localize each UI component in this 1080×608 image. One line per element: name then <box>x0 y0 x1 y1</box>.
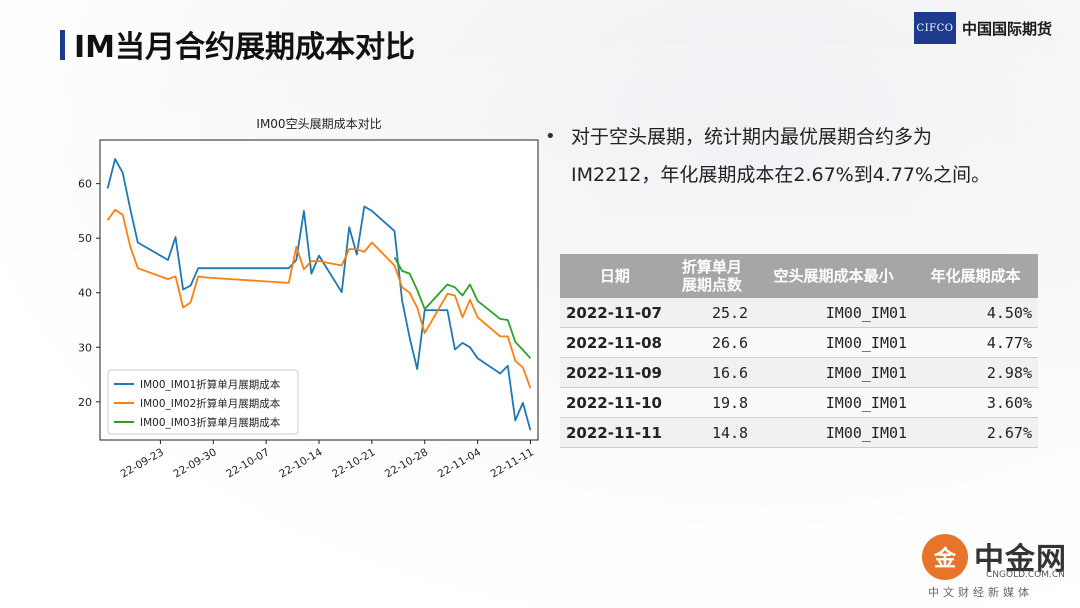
header-contract: 空头展期成本最小 <box>754 254 914 298</box>
table-row: 2022-11-08 26.6 IM00_IM01 4.77% <box>560 327 1038 358</box>
cifco-logo-text: 中国国际期货 <box>962 19 1053 38</box>
cell-points: 26.6 <box>669 327 755 358</box>
table-row: 2022-11-07 25.2 IM00_IM01 4.50% <box>560 298 1038 328</box>
cell-date: 2022-11-08 <box>560 327 670 358</box>
title-accent-bar <box>60 30 65 60</box>
chart-container: IM00空头展期成本对比 20 30 40 50 60 22-09-23 22-09-30 22… <box>44 110 544 500</box>
legend-label: IM00_IM01折算单月展期成本 <box>140 378 281 391</box>
cifco-logo-mark: CIFCO <box>914 12 956 44</box>
series-line-2 <box>106 208 532 389</box>
y-tick-label: 60 <box>78 178 92 191</box>
watermark-subtitle: 中文财经新媒体 <box>928 586 1033 599</box>
slide-title: IM当月合约展期成本对比 <box>74 30 416 65</box>
legend-box <box>107 369 299 435</box>
legend-label: IM00_IM02折算单月展期成本 <box>140 397 281 410</box>
cell-points: 25.2 <box>669 298 755 328</box>
cell-contract: IM00_IM01 <box>754 387 914 418</box>
series-line-3 <box>393 256 532 359</box>
x-tick-label: 22-10-14 <box>277 446 325 480</box>
cell-cost: 4.50% <box>913 298 1038 328</box>
bullet-dot: • <box>545 126 556 147</box>
series-line-1 <box>106 158 532 431</box>
cngold-watermark: 金 中金网 CNGOLD.COM.CN 中文财经新媒体 <box>922 532 1072 602</box>
table-row: 2022-11-11 14.8 IM00_IM01 2.67% <box>560 417 1038 448</box>
cell-contract: IM00_IM01 <box>754 327 914 358</box>
watermark-name: 中金网 <box>974 542 1067 577</box>
header-date: 日期 <box>560 254 670 298</box>
header-points: 折算单月展期点数 <box>669 254 755 298</box>
table-header-row: 日期 折算单月展期点数 空头展期成本最小 年化展期成本 <box>560 254 1038 298</box>
cell-contract: IM00_IM01 <box>754 357 914 388</box>
cell-cost: 2.67% <box>913 417 1038 448</box>
cell-date: 2022-11-11 <box>560 417 670 448</box>
cell-date: 2022-11-09 <box>560 357 670 388</box>
cell-date: 2022-11-10 <box>560 387 670 418</box>
x-tick-label: 22-11-11 <box>489 446 536 480</box>
y-tick-label: 20 <box>78 396 92 409</box>
x-tick-label: 22-09-23 <box>119 446 166 480</box>
summary-line-1: 对于空头展期，统计期内最优展期合约多为 <box>571 126 933 148</box>
cell-cost: 4.77% <box>913 327 1038 358</box>
header-annual-cost: 年化展期成本 <box>913 254 1038 298</box>
cell-date: 2022-11-07 <box>560 298 670 328</box>
cngold-logo-icon: 金 <box>922 534 968 580</box>
x-tick-label: 22-09-30 <box>171 446 218 480</box>
y-tick-label: 40 <box>78 287 92 300</box>
x-tick-label: 22-10-28 <box>383 446 430 480</box>
cell-contract: IM00_IM01 <box>754 417 914 448</box>
cell-contract: IM00_IM01 <box>754 298 914 328</box>
cifco-logo: CIFCO 中国国际期货 <box>914 10 1052 46</box>
cell-points: 19.8 <box>669 387 755 418</box>
cell-cost: 3.60% <box>913 387 1038 418</box>
cell-points: 16.6 <box>669 357 755 388</box>
cell-points: 14.8 <box>669 417 755 448</box>
legend-label: IM00_IM03折算单月展期成本 <box>140 416 281 429</box>
x-tick-label: 22-10-07 <box>224 446 271 480</box>
watermark-url: CNGOLD.COM.CN <box>986 570 1065 580</box>
y-tick-label: 30 <box>78 341 92 354</box>
summary-line-2: IM2212，年化展期成本在2.67%到4.77%之间。 <box>571 164 991 186</box>
y-tick-label: 50 <box>78 232 92 245</box>
table-row: 2022-11-09 16.6 IM00_IM01 2.98% <box>560 357 1038 388</box>
x-tick-label: 22-11-04 <box>436 446 484 480</box>
rollover-table: 日期 折算单月展期点数 空头展期成本最小 年化展期成本 2022-11-07 2… <box>560 254 1038 448</box>
chart-title: IM00空头展期成本对比 <box>256 117 381 131</box>
table-row: 2022-11-10 19.8 IM00_IM01 3.60% <box>560 387 1038 418</box>
cell-cost: 2.98% <box>913 357 1038 388</box>
x-tick-label: 22-10-21 <box>330 446 377 480</box>
